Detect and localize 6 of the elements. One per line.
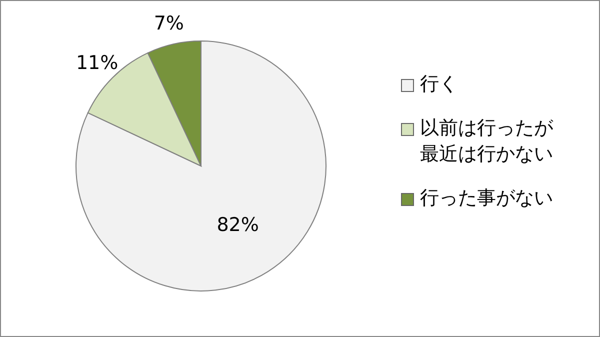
data-label: 82% xyxy=(216,214,259,236)
data-label: 7% xyxy=(154,12,184,35)
slice-label: 行く xyxy=(420,72,458,97)
legend-label: 行った事がない xyxy=(420,186,553,211)
data-label: 11% xyxy=(76,52,118,74)
legend-label: 以前は行ったが最近は行かない xyxy=(420,116,554,167)
